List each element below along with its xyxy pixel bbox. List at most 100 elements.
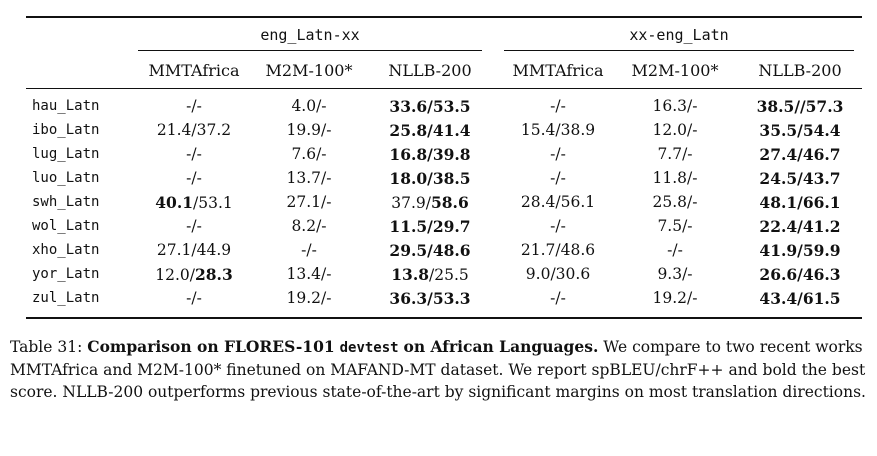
caption-body: We compare to two recent works MMTAfrica…: [10, 338, 866, 401]
score-text: 4.0/-: [291, 97, 327, 115]
best-score-text: 48.1/66.1: [759, 193, 841, 212]
score-cell: 38.5//57.3: [740, 97, 860, 116]
score-text: 7.5/-: [657, 217, 693, 235]
score-text: 15.4/38.9: [520, 121, 596, 139]
top-rule: [26, 16, 862, 18]
score-text: -/-: [186, 145, 202, 163]
best-score-text: 22.4/41.2: [759, 217, 841, 236]
score-cell: -/-: [498, 169, 618, 187]
score-text: 11.8/-: [652, 169, 698, 187]
col-header-nllb-1: NLLB-200: [388, 61, 472, 80]
score-text: 12.0/-: [652, 121, 698, 139]
row-language-code: ibo_Latn: [32, 122, 100, 138]
best-score-text: 58.6: [430, 193, 469, 212]
score-cell: -/-: [498, 289, 618, 307]
score-cell: 16.8/39.8: [370, 145, 490, 164]
score-cell: 25.8/-: [620, 193, 730, 211]
score-cell: 33.6/53.5: [370, 97, 490, 116]
best-score-text: 43.4/61.5: [759, 289, 841, 308]
col-header-nllb-2: NLLB-200: [758, 61, 842, 80]
score-cell: 7.7/-: [620, 145, 730, 163]
score-cell: -/-: [498, 97, 618, 115]
score-text: 19.9/-: [286, 121, 332, 139]
score-cell: 4.0/-: [254, 97, 364, 115]
col-header-mmtafrica-2: MMTAfrica: [512, 61, 604, 80]
score-cell: 9.3/-: [620, 265, 730, 283]
best-score-text: 18.0/38.5: [389, 169, 471, 188]
score-text: -/-: [550, 217, 566, 235]
score-text: 7.6/-: [291, 145, 327, 163]
table-row: xho_Latn 27.1/44.9 -/- 29.5/48.6 21.7/48.6 -/…: [26, 240, 862, 264]
score-cell: 22.4/41.2: [740, 217, 860, 236]
best-score-text: 40.1: [155, 193, 194, 212]
score-cell: 13.4/-: [254, 265, 364, 283]
score-text: 19.2/-: [286, 289, 332, 307]
col-header-m2m-2: M2M-100*: [631, 61, 719, 80]
row-language-code: lug_Latn: [32, 146, 100, 162]
score-cell: 15.4/38.9: [498, 121, 618, 139]
table-row: hau_Latn -/- 4.0/- 33.6/53.5 -/- 16.3/- 38.5//…: [26, 96, 862, 120]
score-cell: 11.8/-: [620, 169, 730, 187]
score-cell: 13.7/-: [254, 169, 364, 187]
score-cell: 26.6/46.3: [740, 265, 860, 284]
score-cell: 25.8/41.4: [370, 121, 490, 140]
table-caption: Table 31: Comparison on FLORES-101 devte…: [10, 336, 870, 403]
caption-title-part1: Comparison on FLORES-101: [87, 337, 335, 356]
score-cell: -/-: [134, 145, 254, 163]
caption-title-mono: devtest: [339, 340, 399, 356]
col-header-mmtafrica-1: MMTAfrica: [148, 61, 240, 80]
score-text: 25.8/-: [652, 193, 698, 211]
score-text: 13.4/-: [286, 265, 332, 283]
row-language-code: xho_Latn: [32, 242, 100, 258]
score-cell: -/-: [498, 217, 618, 235]
row-language-code: zul_Latn: [32, 290, 100, 306]
score-cell: 27.1/-: [254, 193, 364, 211]
score-text: 21.4/37.2: [156, 121, 232, 139]
best-score-text: 36.3/53.3: [389, 289, 471, 308]
score-text: -/-: [550, 97, 566, 115]
score-text: 12.0/: [155, 266, 195, 284]
best-score-text: 35.5/54.4: [759, 121, 841, 140]
col-header-m2m-1: M2M-100*: [265, 61, 353, 80]
best-score-text: 13.8: [391, 265, 430, 284]
table-row: yor_Latn 12.0/28.3 13.4/- 13.8/25.5 9.0/30.6…: [26, 264, 862, 288]
caption-title-part2: on African Languages.: [403, 337, 599, 356]
bottom-rule: [26, 317, 862, 319]
score-cell: 7.5/-: [620, 217, 730, 235]
score-cell: -/-: [254, 241, 364, 259]
best-score-text: 25.8/41.4: [389, 121, 471, 140]
score-text: 27.1/44.9: [156, 241, 232, 259]
score-text: 9.0/30.6: [525, 265, 591, 283]
score-cell: -/-: [134, 217, 254, 235]
group-underline-xx-eng: [504, 50, 854, 51]
row-language-code: hau_Latn: [32, 98, 100, 114]
score-cell: 18.0/38.5: [370, 169, 490, 188]
score-text: 16.3/-: [652, 97, 698, 115]
score-cell: 27.4/46.7: [740, 145, 860, 164]
score-cell: 9.0/30.6: [498, 265, 618, 283]
score-cell: 7.6/-: [254, 145, 364, 163]
table-row: wol_Latn -/- 8.2/- 11.5/29.7 -/- 7.5/- 22.4/41…: [26, 216, 862, 240]
best-score-text: 16.8/39.8: [389, 145, 471, 164]
row-language-code: luo_Latn: [32, 170, 100, 186]
score-text: 9.3/-: [657, 265, 693, 283]
table-row: lug_Latn -/- 7.6/- 16.8/39.8 -/- 7.7/- 27.4/46…: [26, 144, 862, 168]
score-text: 27.1/-: [286, 193, 332, 211]
score-cell: 12.0/-: [620, 121, 730, 139]
score-cell: 16.3/-: [620, 97, 730, 115]
best-score-text: 28.3: [194, 265, 233, 284]
group-underline-eng-xx: [138, 50, 482, 51]
score-cell: 29.5/48.6: [370, 241, 490, 260]
row-language-code: swh_Latn: [32, 194, 100, 210]
best-score-text: 29.5/48.6: [389, 241, 471, 260]
score-cell: 48.1/66.1: [740, 193, 860, 212]
score-text: -/-: [550, 145, 566, 163]
best-score-text: 27.4/46.7: [759, 145, 841, 164]
score-cell: 21.7/48.6: [498, 241, 618, 259]
score-cell: 43.4/61.5: [740, 289, 860, 308]
score-text: -/-: [550, 169, 566, 187]
score-text: 37.9/: [391, 194, 431, 212]
score-cell: 11.5/29.7: [370, 217, 490, 236]
row-language-code: yor_Latn: [32, 266, 100, 282]
score-text: -/-: [186, 97, 202, 115]
